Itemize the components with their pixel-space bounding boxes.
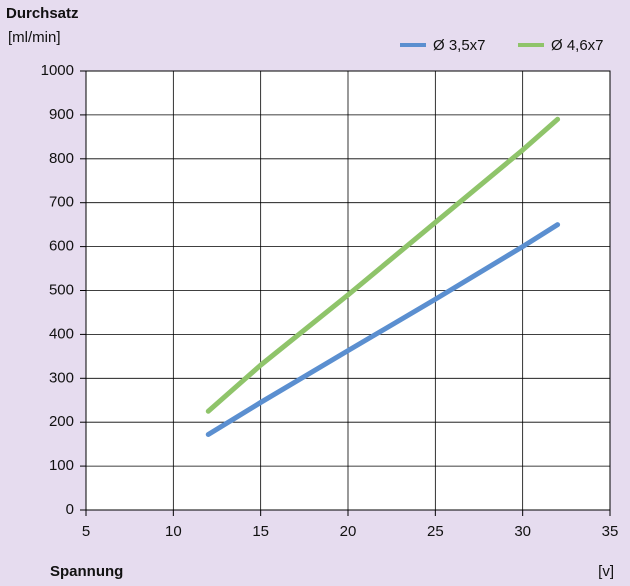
x-tick-label: 35 xyxy=(602,523,619,540)
plot-border xyxy=(85,70,611,511)
x-tick-label: 25 xyxy=(427,523,444,540)
y-tick-label: 900 xyxy=(49,106,74,123)
legend-label: Ø 3,5x7 xyxy=(433,37,486,54)
data-line xyxy=(205,116,561,414)
y-tick-label: 500 xyxy=(49,281,74,298)
x-axis-label: Spannung xyxy=(50,563,123,580)
y-tick-label: 0 xyxy=(66,501,74,518)
y-tick-label: 100 xyxy=(49,457,74,474)
x-tick-label: 15 xyxy=(252,523,269,540)
legend-label: Ø 4,6x7 xyxy=(551,37,604,54)
y-tick-label: 600 xyxy=(49,238,74,255)
y-tick-label: 700 xyxy=(49,194,74,211)
chart-title: Durchsatz xyxy=(6,5,79,22)
y-tick-label: 400 xyxy=(49,325,74,342)
x-tick-label: 5 xyxy=(82,523,90,540)
y-tick-label: 200 xyxy=(49,413,74,430)
y-unit: [ml/min] xyxy=(8,29,61,46)
y-tick-label: 1000 xyxy=(41,62,74,79)
data-line xyxy=(205,222,561,437)
y-tick-label: 300 xyxy=(49,369,74,386)
x-tick-label: 30 xyxy=(514,523,531,540)
y-tick-label: 800 xyxy=(49,150,74,167)
x-tick-label: 20 xyxy=(340,523,357,540)
x-unit: [v] xyxy=(598,563,614,580)
x-tick-label: 10 xyxy=(165,523,182,540)
